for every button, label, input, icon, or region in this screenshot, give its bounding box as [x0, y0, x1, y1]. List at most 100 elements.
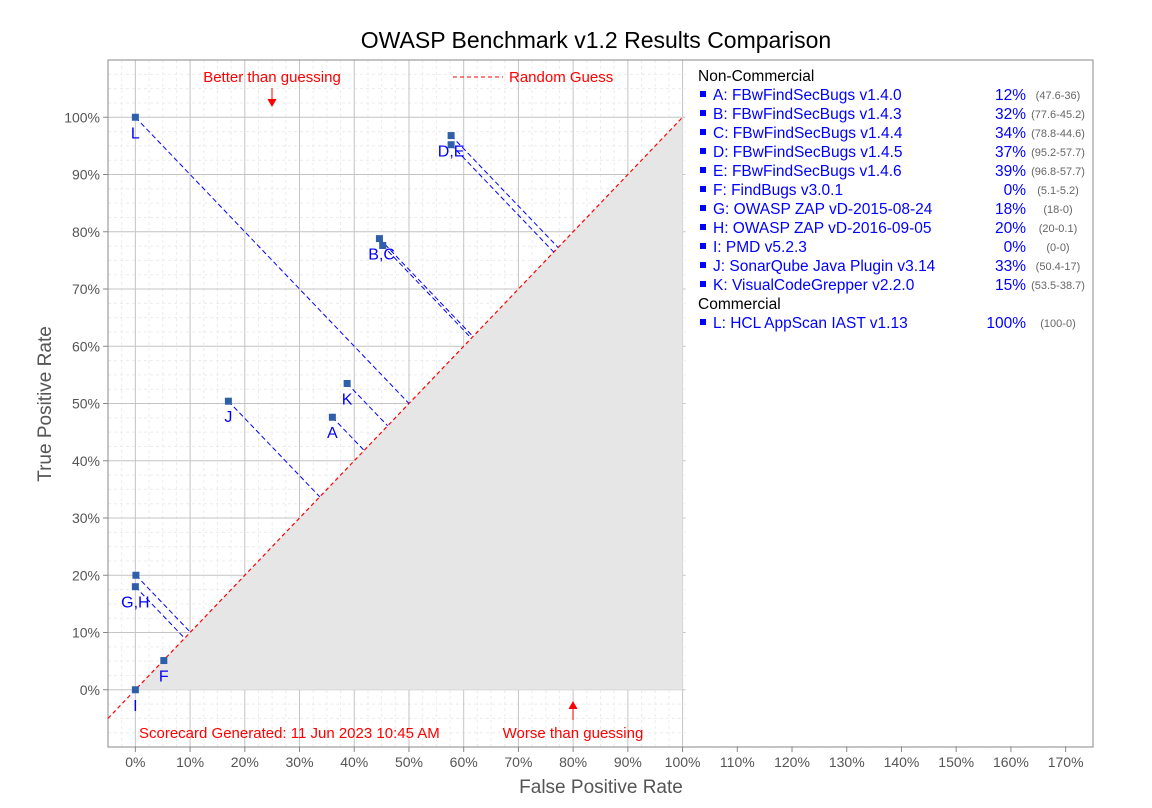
- point-label: J: [224, 409, 232, 426]
- legend-marker: [700, 281, 706, 287]
- legend-item-name: E: FBwFindSecBugs v1.4.6: [713, 163, 902, 180]
- legend-item-detail: (47.6-36): [1036, 90, 1081, 102]
- x-tick-label: 160%: [993, 754, 1029, 770]
- legend-item-score: 33%: [995, 258, 1026, 275]
- legend-item-score: 20%: [995, 220, 1026, 237]
- legend-item-name: D: FBwFindSecBugs v1.4.5: [713, 144, 903, 161]
- x-tick-label: 110%: [720, 754, 755, 770]
- x-tick-label: 150%: [938, 754, 974, 770]
- y-tick-label: 20%: [72, 567, 100, 583]
- point-label: G,H: [121, 595, 149, 612]
- legend-item-detail: (20-0.1): [1039, 223, 1078, 235]
- legend-marker: [700, 262, 706, 268]
- legend-marker: [700, 129, 706, 135]
- legend-item-score: 32%: [995, 106, 1026, 123]
- legend-item-name: G: OWASP ZAP vD-2015-08-24: [713, 201, 933, 218]
- legend-item-detail: (0-0): [1046, 242, 1069, 254]
- legend-item-name: A: FBwFindSecBugs v1.4.0: [713, 87, 902, 104]
- data-point-C: [376, 235, 383, 242]
- legend-item-detail: (50.4-17): [1036, 261, 1081, 273]
- legend-marker: [700, 110, 706, 116]
- x-tick-label: 30%: [286, 754, 314, 770]
- point-label: A: [327, 425, 338, 442]
- data-point-H: [132, 572, 139, 579]
- legend-marker: [700, 224, 706, 230]
- legend-marker: [700, 91, 706, 97]
- x-tick-label: 50%: [395, 754, 423, 770]
- chart-title: OWASP Benchmark v1.2 Results Comparison: [361, 27, 831, 53]
- x-axis-label: False Positive Rate: [519, 777, 683, 798]
- x-tick-label: 80%: [559, 754, 587, 770]
- x-tick-label: 100%: [665, 754, 701, 770]
- legend-item-detail: (5.1-5.2): [1037, 185, 1079, 197]
- x-tick-label: 140%: [884, 754, 920, 770]
- y-tick-label: 100%: [64, 109, 100, 125]
- x-tick-label: 40%: [340, 754, 368, 770]
- legend-heading: Non-Commercial: [698, 68, 814, 85]
- legend-item-detail: (77.6-45.2): [1031, 109, 1085, 121]
- legend-item-score: 12%: [995, 87, 1026, 104]
- y-tick-label: 30%: [72, 510, 100, 526]
- legend-item-score: 18%: [995, 201, 1026, 218]
- legend-item-name: J: SonarQube Java Plugin v3.14: [713, 258, 936, 275]
- y-tick-label: 0%: [80, 682, 100, 698]
- legend-marker: [700, 148, 706, 154]
- x-tick-label: 170%: [1048, 754, 1084, 770]
- x-tick-label: 20%: [231, 754, 259, 770]
- point-label: F: [159, 669, 169, 686]
- legend-item-name: B: FBwFindSecBugs v1.4.3: [713, 106, 902, 123]
- legend-item-name: I: PMD v5.2.3: [713, 239, 807, 256]
- legend-item-detail: (78.8-44.6): [1031, 128, 1085, 140]
- legend-item-score: 15%: [995, 277, 1026, 294]
- legend-item-name: F: FindBugs v3.0.1: [713, 182, 843, 199]
- x-tick-label: 120%: [774, 754, 810, 770]
- legend-item-detail: (53.5-38.7): [1031, 280, 1085, 292]
- x-tick-label: 130%: [829, 754, 865, 770]
- data-point-I: [132, 686, 139, 693]
- legend-item-detail: (18-0): [1043, 204, 1072, 216]
- y-tick-label: 50%: [72, 396, 100, 412]
- legend-item-detail: (95.2-57.7): [1031, 147, 1085, 159]
- legend-item-score: 37%: [995, 144, 1026, 161]
- y-tick-label: 70%: [72, 281, 100, 297]
- legend-item-name: L: HCL AppScan IAST v1.13: [713, 315, 908, 332]
- x-tick-label: 90%: [614, 754, 642, 770]
- legend-marker: [700, 186, 706, 192]
- scorecard-generated-label: Scorecard Generated: 11 Jun 2023 10:45 A…: [139, 725, 440, 742]
- legend-item-score: 0%: [1004, 182, 1027, 199]
- legend-marker: [700, 205, 706, 211]
- legend-item-detail: (96.8-57.7): [1031, 166, 1085, 178]
- legend-marker: [700, 243, 706, 249]
- point-label: K: [342, 391, 353, 408]
- data-point-F: [160, 657, 167, 664]
- y-tick-label: 40%: [72, 453, 100, 469]
- legend-marker: [700, 167, 706, 173]
- point-label: B,C: [368, 247, 395, 264]
- legend-item-detail: (100-0): [1040, 318, 1075, 330]
- legend-item-name: C: FBwFindSecBugs v1.4.4: [713, 125, 903, 142]
- y-tick-label: 80%: [72, 224, 100, 240]
- worse-than-guessing-label: Worse than guessing: [503, 725, 644, 742]
- data-point-L: [132, 114, 139, 121]
- data-point-A: [329, 414, 336, 421]
- y-tick-label: 60%: [72, 338, 100, 354]
- legend-item-score: 34%: [995, 125, 1026, 142]
- better-than-guessing-label: Better than guessing: [203, 69, 341, 86]
- x-tick-label: 0%: [125, 754, 145, 770]
- point-label: I: [133, 698, 137, 715]
- point-label: L: [131, 125, 140, 142]
- x-tick-label: 10%: [176, 754, 204, 770]
- legend-item-score: 39%: [995, 163, 1026, 180]
- legend-heading: Commercial: [698, 296, 781, 313]
- legend-item-name: H: OWASP ZAP vD-2016-09-05: [713, 220, 932, 237]
- legend-item-score: 0%: [1004, 239, 1027, 256]
- random-guess-label: Random Guess: [509, 69, 613, 86]
- legend-marker: [700, 319, 706, 325]
- data-point-K: [344, 380, 351, 387]
- y-tick-label: 10%: [72, 625, 100, 641]
- data-point-E: [448, 132, 455, 139]
- x-tick-label: 70%: [504, 754, 532, 770]
- x-tick-label: 60%: [450, 754, 478, 770]
